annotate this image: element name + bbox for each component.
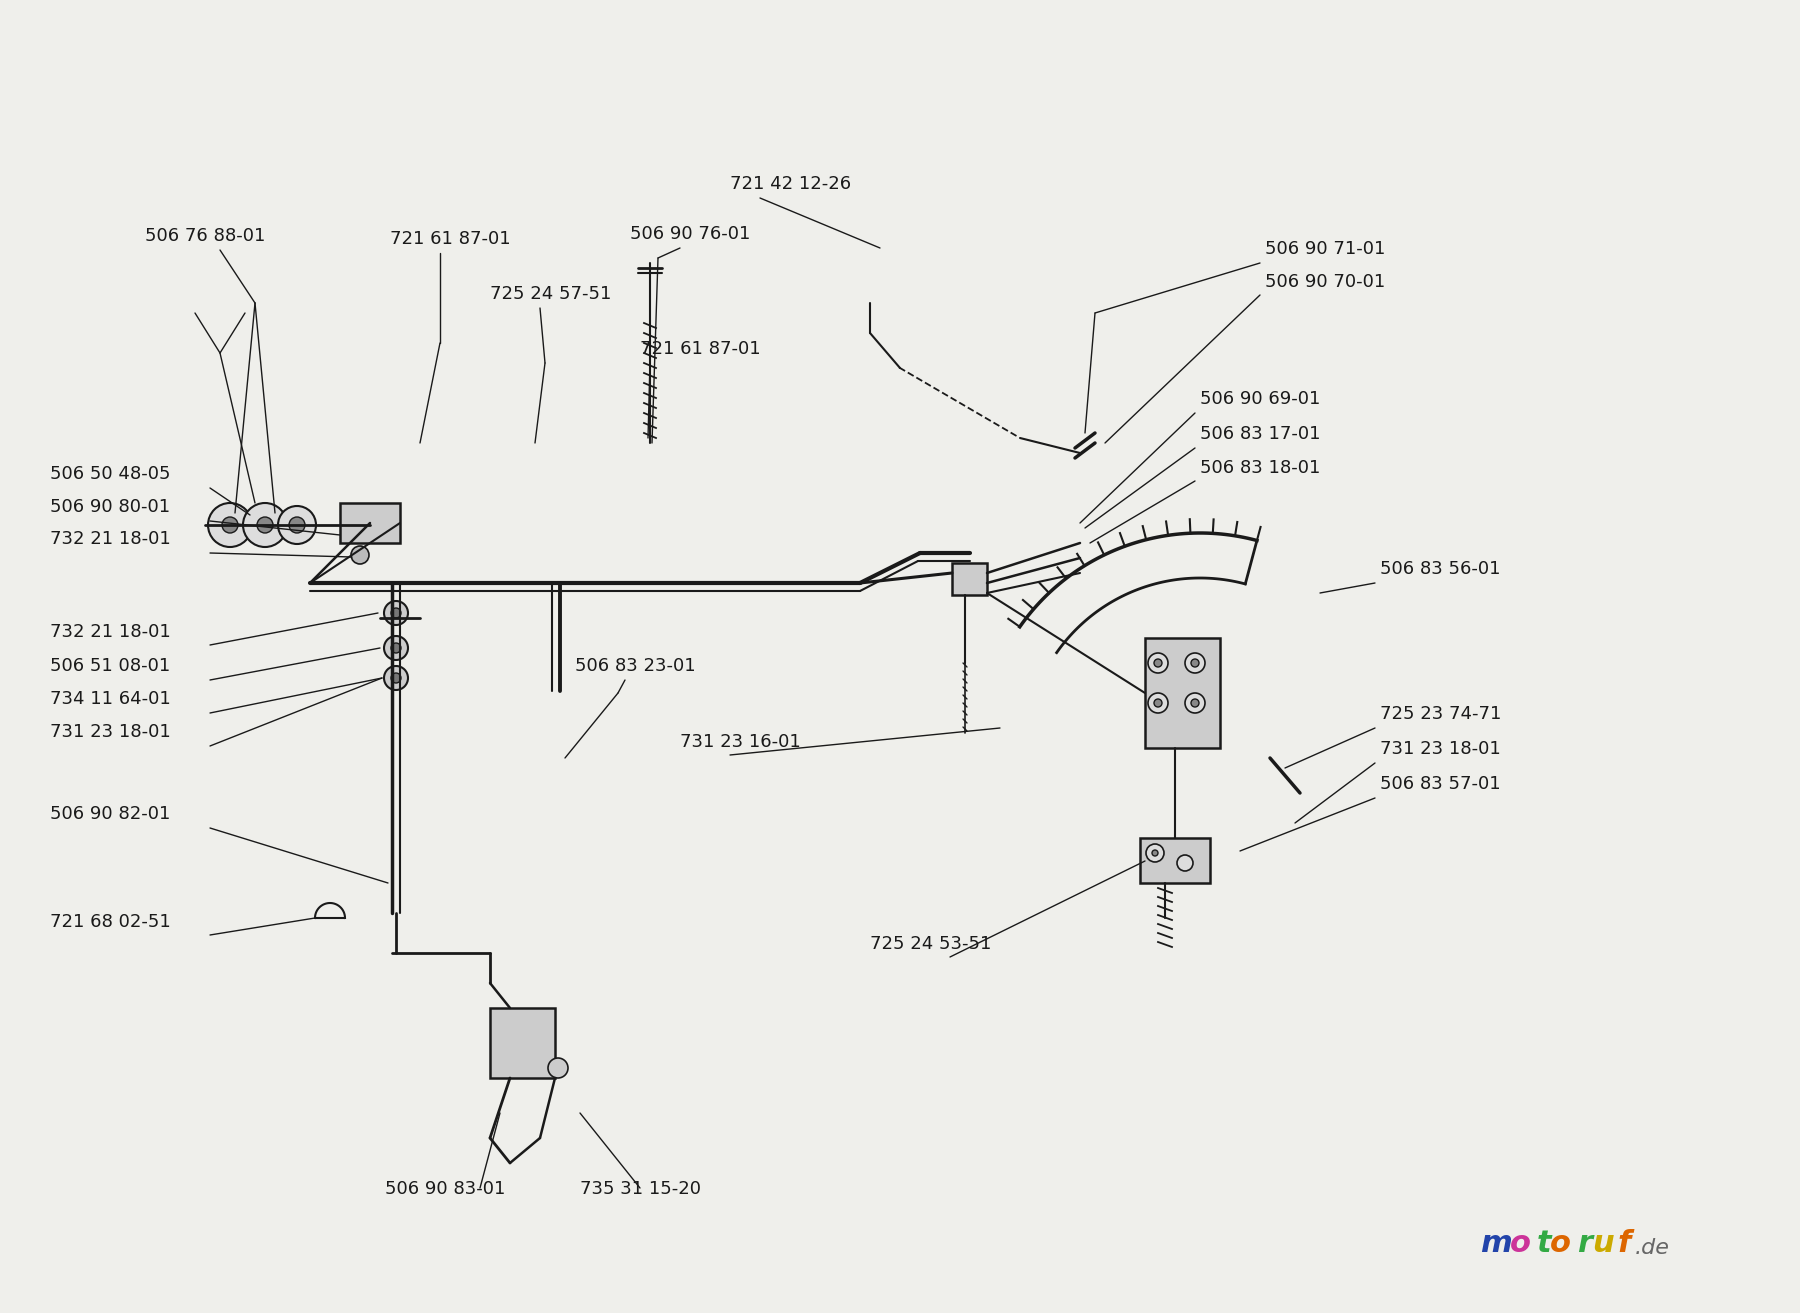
Text: 731 23 18-01: 731 23 18-01 — [1381, 741, 1501, 758]
Bar — [1145, 638, 1220, 748]
Text: 734 11 64-01: 734 11 64-01 — [50, 691, 171, 708]
Circle shape — [383, 635, 409, 660]
Circle shape — [257, 517, 274, 533]
Bar — [490, 1008, 554, 1078]
Text: t: t — [1537, 1229, 1552, 1258]
Text: f: f — [1616, 1229, 1631, 1258]
Text: 506 51 08-01: 506 51 08-01 — [50, 656, 171, 675]
Circle shape — [1152, 850, 1157, 856]
Text: 721 61 87-01: 721 61 87-01 — [391, 230, 511, 248]
Circle shape — [290, 517, 304, 533]
Text: 732 21 18-01: 732 21 18-01 — [50, 530, 171, 548]
Circle shape — [1177, 855, 1193, 871]
Circle shape — [547, 1058, 569, 1078]
Circle shape — [243, 503, 286, 548]
Text: 506 83 57-01: 506 83 57-01 — [1381, 775, 1501, 793]
Text: 506 90 80-01: 506 90 80-01 — [50, 498, 171, 516]
Circle shape — [1148, 693, 1168, 713]
Text: 506 90 76-01: 506 90 76-01 — [630, 225, 751, 243]
Circle shape — [209, 503, 252, 548]
Text: 506 83 17-01: 506 83 17-01 — [1201, 425, 1321, 442]
Text: 732 21 18-01: 732 21 18-01 — [50, 622, 171, 641]
Text: 725 24 57-51: 725 24 57-51 — [490, 285, 612, 303]
Text: 506 83 18-01: 506 83 18-01 — [1201, 460, 1321, 477]
Text: m: m — [1480, 1229, 1512, 1258]
Text: 506 76 88-01: 506 76 88-01 — [146, 227, 265, 246]
Text: 506 83 23-01: 506 83 23-01 — [574, 656, 695, 675]
Text: 731 23 18-01: 731 23 18-01 — [50, 723, 171, 741]
Text: .de: .de — [1634, 1238, 1670, 1258]
Circle shape — [1184, 693, 1204, 713]
Text: 506 90 82-01: 506 90 82-01 — [50, 805, 171, 823]
Circle shape — [1154, 659, 1163, 667]
Text: 506 90 71-01: 506 90 71-01 — [1265, 240, 1386, 257]
Circle shape — [1147, 844, 1165, 863]
Text: r: r — [1577, 1229, 1591, 1258]
Circle shape — [221, 517, 238, 533]
Text: 506 90 83-01: 506 90 83-01 — [385, 1180, 506, 1197]
Text: 721 68 02-51: 721 68 02-51 — [50, 913, 171, 931]
Text: o: o — [1510, 1229, 1532, 1258]
Circle shape — [1192, 699, 1199, 706]
Circle shape — [1154, 699, 1163, 706]
Circle shape — [351, 546, 369, 565]
Circle shape — [391, 674, 401, 683]
Bar — [1139, 838, 1210, 884]
Text: 725 23 74-71: 725 23 74-71 — [1381, 705, 1501, 723]
Text: 721 42 12-26: 721 42 12-26 — [731, 175, 851, 193]
Text: 506 83 56-01: 506 83 56-01 — [1381, 561, 1501, 578]
Circle shape — [1184, 653, 1204, 674]
Text: o: o — [1550, 1229, 1571, 1258]
Text: 721 61 87-01: 721 61 87-01 — [641, 340, 761, 358]
Text: 731 23 16-01: 731 23 16-01 — [680, 733, 801, 751]
Circle shape — [277, 506, 317, 544]
Circle shape — [1148, 653, 1168, 674]
Text: u: u — [1591, 1229, 1615, 1258]
Text: 506 90 69-01: 506 90 69-01 — [1201, 390, 1321, 408]
Text: 725 24 53-51: 725 24 53-51 — [869, 935, 992, 953]
Circle shape — [391, 643, 401, 653]
Bar — [952, 563, 986, 595]
Text: 735 31 15-20: 735 31 15-20 — [580, 1180, 700, 1197]
Bar — [340, 503, 400, 544]
Circle shape — [1192, 659, 1199, 667]
Circle shape — [383, 601, 409, 625]
Text: 506 50 48-05: 506 50 48-05 — [50, 465, 171, 483]
Circle shape — [391, 608, 401, 618]
Circle shape — [383, 666, 409, 691]
Text: 506 90 70-01: 506 90 70-01 — [1265, 273, 1386, 291]
